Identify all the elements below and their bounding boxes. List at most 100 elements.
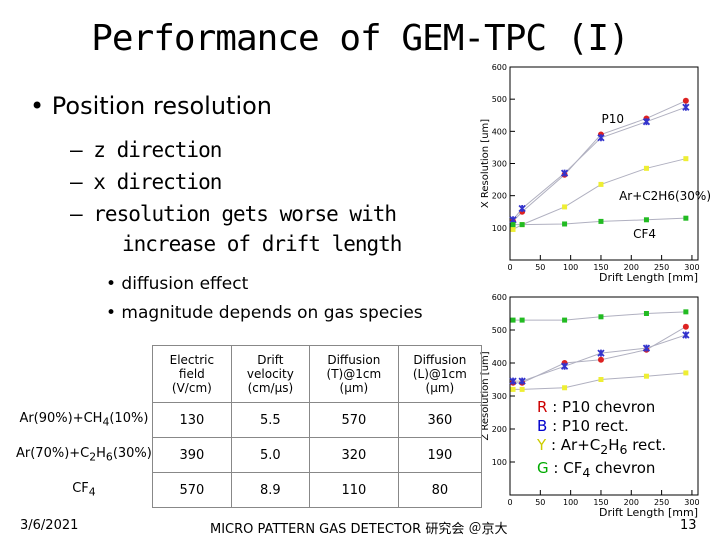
table-row: Ar(70%)+C2H6(30%) 390 5.0 320 190	[16, 437, 482, 473]
x-tick-label: 100	[563, 263, 578, 272]
bullet-resolution-worse: – resolution gets worse with	[70, 202, 397, 226]
data-point-G	[562, 317, 568, 323]
y-axis-label: X Resolution [um]	[480, 119, 491, 208]
data-point-G	[519, 317, 525, 323]
footer-event: MICRO PATTERN GAS DETECTOR 研究会 ＠京大	[210, 522, 508, 537]
y-tick-label: 400	[492, 359, 507, 368]
data-point-B	[642, 344, 651, 352]
data-point-G	[643, 311, 649, 316]
velocity-cell: 5.0	[230, 437, 310, 473]
chart-annotation: P10	[601, 112, 624, 126]
plot-frame	[509, 296, 699, 496]
diff-t-cell: 320	[308, 437, 399, 473]
data-point-B	[509, 377, 517, 385]
x-tick-label: 300	[684, 498, 699, 507]
x-tick-label: 0	[507, 263, 512, 272]
diff-l-cell: 190	[397, 437, 482, 473]
header-diffusion-l: Diffusion (L)@1cm (μm)	[397, 345, 482, 403]
legend-g: G : CF4 chevron	[537, 459, 656, 480]
data-point-G	[683, 309, 689, 315]
bullet-position-resolution: • Position resolution	[30, 92, 273, 120]
bullet-gas-species: • magnitude depends on gas species	[106, 303, 423, 323]
x-tick-label: 50	[535, 263, 545, 272]
gas-name-cell: CF4	[72, 481, 96, 499]
header-drift-velocity: Drift velocity (cm/μs)	[230, 345, 310, 403]
data-point-Y	[643, 165, 649, 171]
data-point-G	[683, 215, 689, 221]
x-tick-label: 100	[563, 498, 578, 507]
data-point-B	[560, 362, 569, 370]
y-tick-label: 200	[492, 425, 507, 434]
field-cell: 570	[151, 472, 232, 508]
data-point-Y	[598, 377, 604, 382]
data-point-Y	[562, 204, 568, 210]
header-electric-field: Electric field (V/cm)	[151, 345, 232, 403]
x-axis-label: Drift Length [mm]	[599, 271, 698, 284]
bullet-x-direction: – x direction	[70, 170, 222, 194]
bullet-diffusion-effect: • diffusion effect	[106, 274, 249, 294]
x-tick-label: 50	[535, 498, 545, 507]
y-tick-label: 100	[492, 224, 507, 233]
table-row: Ar(90%)+CH4(10%) 130 5.5 570 360	[16, 402, 482, 438]
x-tick-label: 200	[624, 263, 639, 272]
y-tick-label: 300	[492, 392, 507, 401]
data-point-G	[562, 221, 568, 227]
bullet-z-direction: – z direction	[70, 138, 222, 162]
velocity-cell: 8.9	[230, 472, 310, 508]
data-point-G	[510, 317, 516, 323]
data-point-B	[642, 118, 651, 126]
diff-t-cell: 570	[308, 402, 399, 438]
table-corner-cell	[16, 346, 152, 403]
diff-t-cell: 110	[308, 472, 399, 508]
data-point-G	[598, 314, 604, 320]
data-point-Y	[519, 386, 525, 392]
chart-annotation: Ar+C2H6(30%)	[619, 189, 711, 203]
gas-properties-table: Electric field (V/cm) Drift velocity (cm/μs)…	[16, 345, 482, 508]
legend-y: Y : Ar+C2H6 rect.	[537, 436, 667, 457]
table-header-row: Electric field (V/cm) Drift velocity (cm/μs)…	[16, 345, 482, 403]
y-tick-label: 500	[492, 95, 507, 104]
header-diffusion-t: Diffusion (T)@1cm (μm)	[308, 345, 399, 403]
data-point-B	[597, 134, 605, 142]
data-point-G	[519, 222, 525, 228]
x-tick-label: 150	[593, 263, 608, 272]
data-point-Y	[510, 386, 516, 392]
y-tick-label: 200	[492, 192, 507, 201]
y-axis-label: Z Resolution [um]	[480, 351, 491, 440]
x-tick-label: 200	[624, 498, 639, 507]
data-point-Y	[598, 181, 604, 187]
y-tick-label: 100	[492, 458, 507, 467]
data-point-R	[682, 97, 689, 104]
series-line-B	[513, 334, 687, 382]
field-cell: 130	[151, 402, 232, 438]
data-point-B	[518, 377, 526, 385]
data-point-Y	[643, 373, 649, 379]
data-point-G	[510, 222, 516, 228]
bullet-list: • Position resolution – z direction – x …	[30, 92, 423, 328]
data-point-Y	[510, 226, 516, 232]
plot-frame	[509, 66, 699, 261]
legend-b: B : P10 rect.	[537, 417, 629, 435]
slide-title: Performance of GEM-TPC (I)	[91, 18, 630, 59]
data-point-G	[643, 217, 649, 223]
y-tick-label: 500	[492, 326, 507, 335]
x-tick-label: 250	[654, 263, 669, 272]
data-point-B	[518, 204, 526, 213]
marker-legend: R : P10 chevron B : P10 rect. Y : Ar+C2H…	[537, 398, 666, 482]
data-point-R	[597, 356, 604, 363]
chart-annotation: CF4	[633, 227, 656, 241]
table-row: CF4 570 8.9 110 80	[16, 472, 482, 508]
x-tick-label: 250	[654, 498, 669, 507]
data-point-B	[560, 169, 569, 177]
gas-name-cell: Ar(70%)+C2H6(30%)	[16, 446, 152, 464]
data-point-Y	[683, 370, 689, 376]
data-point-B	[597, 349, 605, 357]
gas-name-cell: Ar(90%)+CH4(10%)	[19, 411, 149, 429]
data-point-R	[682, 323, 689, 330]
bullet-resolution-worse-cont: increase of drift length	[122, 232, 402, 256]
x-tick-label: 300	[684, 263, 699, 272]
velocity-cell: 5.5	[230, 402, 310, 438]
data-point-G	[598, 218, 604, 224]
